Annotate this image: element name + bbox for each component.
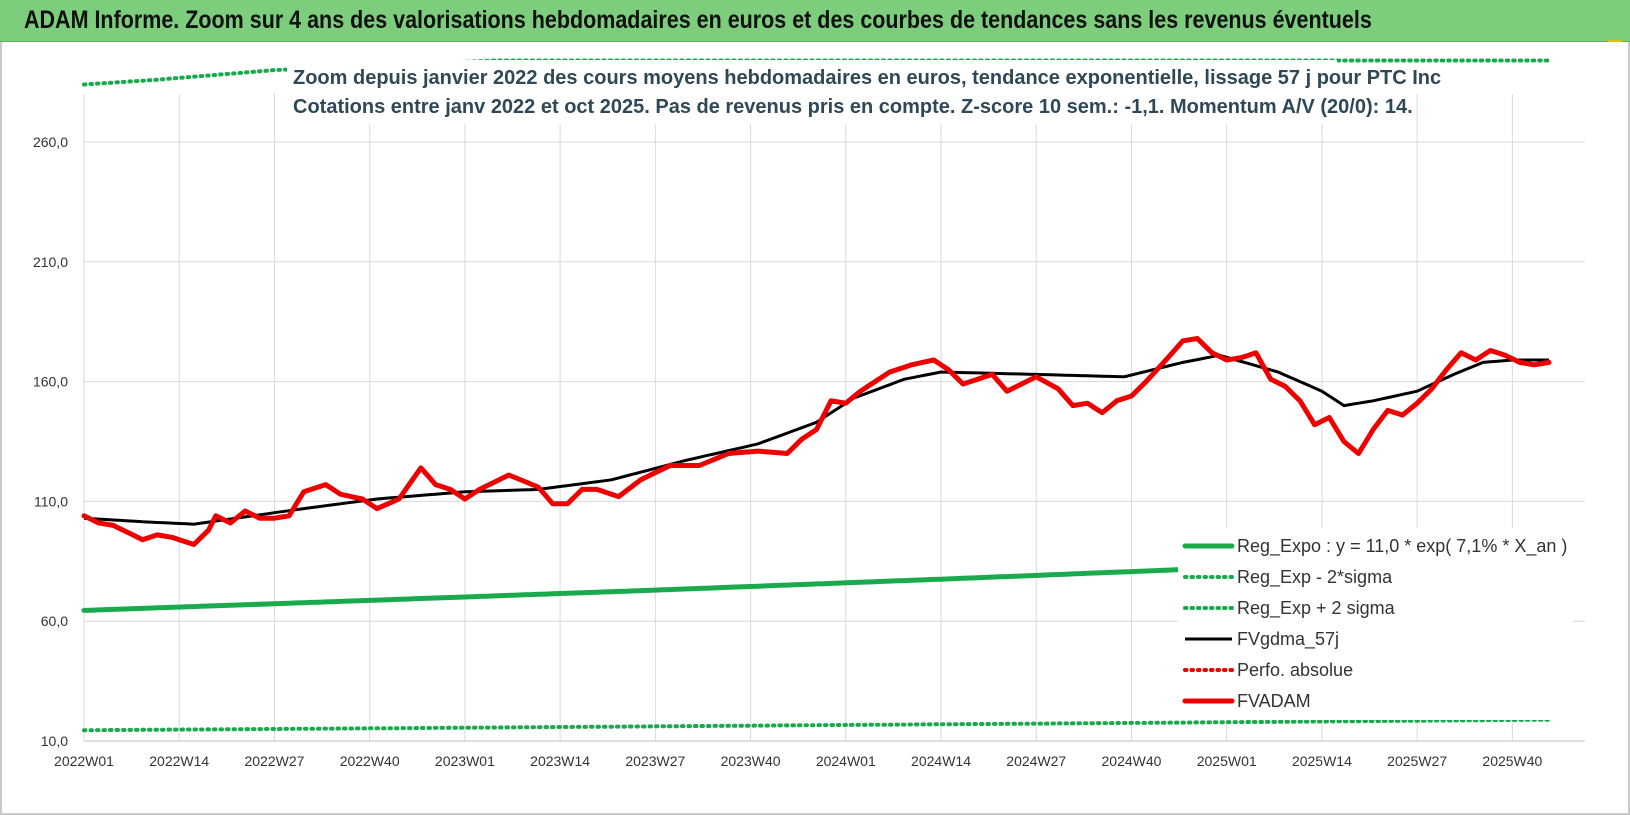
x-tick-label: 2024W40: [1102, 753, 1162, 769]
x-tick-label: 2024W01: [816, 753, 876, 769]
y-tick-label: 110,0: [34, 493, 68, 509]
chart-frame: [0, 42, 1630, 815]
x-tick-label: 2025W40: [1482, 753, 1542, 769]
series-reg-exp-2-sigma-line: [82, 717, 1551, 733]
x-tick-label: 2022W27: [244, 753, 304, 769]
header-banner: ADAM Informe. Zoom sur 4 ans des valoris…: [0, 0, 1630, 42]
y-tick-label: 260,0: [33, 134, 68, 150]
legend-label: FVgdma_57j: [1237, 629, 1339, 650]
legend-label: FVADAM: [1237, 691, 1311, 711]
x-tick-label: 2024W14: [911, 753, 971, 769]
x-tick-label: 2025W01: [1197, 753, 1257, 769]
x-tick-label: 2025W14: [1292, 753, 1352, 769]
title-backdrop: [287, 60, 1337, 124]
x-tick-label: 2024W27: [1006, 753, 1066, 769]
x-tick-label: 2022W01: [54, 753, 114, 769]
x-tick-label: 2023W27: [625, 753, 685, 769]
x-tick-label: 2023W40: [721, 753, 781, 769]
chart: 10,0 60,0 110,0 160,0 210,0 260,0 2022W01 2022W…: [33, 58, 1585, 769]
series-fvgdma-57j-line: [83, 353, 1549, 526]
chart-title: Zoom depuis janvier 2022 des cours moyen…: [293, 67, 1441, 89]
x-tick-label: 2025W27: [1387, 753, 1447, 769]
x-tick-label: 2023W14: [530, 753, 590, 769]
grid-layer: [83, 94, 1585, 742]
corner-mark: [1608, 40, 1622, 52]
legend-label: Reg_Exp - 2*sigma: [1237, 567, 1393, 588]
legend-label: Reg_Expo : y = 11,0 * exp( 7,1% * X_an ): [1237, 536, 1567, 557]
series-fvadam-line: [81, 336, 1552, 547]
legend-backdrop: [1178, 528, 1573, 720]
x-tick-label: 2022W40: [340, 753, 400, 769]
y-tick-label: 160,0: [33, 374, 68, 390]
legend: Reg_Expo : y = 11,0 * exp( 7,1% * X_an )…: [1178, 528, 1573, 720]
chart-subtitle: Cotations entre janv 2022 et oct 2025. P…: [293, 96, 1413, 118]
x-tick-label: 2022W14: [149, 753, 209, 769]
legend-label: Perfo. absolue: [1237, 660, 1353, 680]
legend-label: Reg_Exp + 2 sigma: [1237, 598, 1396, 619]
y-tick-label: 60,0: [41, 613, 68, 629]
x-tick-label: 2023W01: [435, 753, 495, 769]
y-tick-label: 210,0: [33, 254, 68, 270]
page-title: ADAM Informe. Zoom sur 4 ans des valoris…: [24, 6, 1372, 34]
y-tick-label: 10,0: [41, 733, 68, 749]
axis-layer: 10,0 60,0 110,0 160,0 210,0 260,0 2022W01 2022W…: [33, 134, 1585, 769]
